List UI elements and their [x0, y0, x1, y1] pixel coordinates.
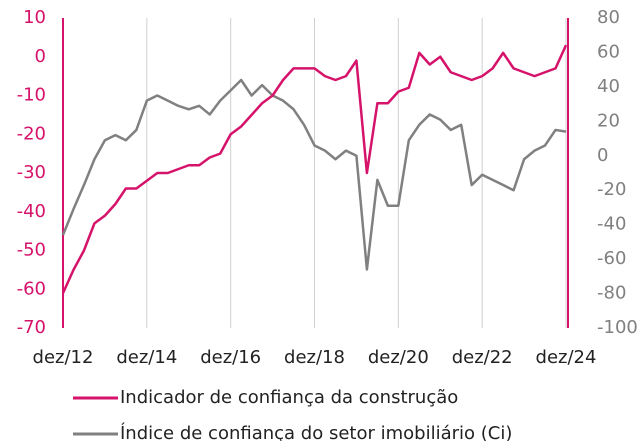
- x-tick-label: dez/22: [452, 347, 513, 368]
- x-tick-label: dez/18: [284, 347, 345, 368]
- y2-tick-label: 60: [597, 41, 620, 62]
- y2-tick-label: -60: [597, 248, 626, 269]
- y-tick-label: -40: [17, 201, 46, 222]
- y2-tick-label: -20: [597, 179, 626, 200]
- y2-tick-label: 80: [597, 7, 620, 28]
- series-line: [61, 44, 568, 294]
- y-tick-label: -70: [17, 317, 46, 338]
- x-tick-label: dez/24: [536, 347, 597, 368]
- y-tick-label: 0: [35, 46, 46, 67]
- legend-label: Índice de confiança do setor imobiliário…: [120, 422, 512, 441]
- legend-label: Indicador de confiança da construção: [120, 387, 458, 408]
- y-tick-label: -30: [17, 162, 46, 183]
- y-tick-label: -60: [17, 278, 46, 299]
- y-tick-label: -20: [17, 123, 46, 144]
- y-tick-label: -10: [17, 85, 46, 106]
- y2-tick-label: -100: [597, 317, 638, 338]
- x-tick-label: dez/16: [200, 347, 261, 368]
- y-tick-label: -50: [17, 240, 46, 261]
- x-tick-label: dez/20: [368, 347, 429, 368]
- y2-tick-label: -40: [597, 214, 626, 235]
- y2-tick-label: -80: [597, 283, 626, 304]
- x-tick-label: dez/14: [116, 347, 177, 368]
- series-line: [61, 78, 567, 271]
- y2-tick-label: 20: [597, 110, 620, 131]
- y2-tick-label: 0: [597, 145, 608, 166]
- x-tick-label: dez/12: [33, 347, 94, 368]
- y-tick-label: 10: [23, 7, 46, 28]
- y2-tick-label: 40: [597, 76, 620, 97]
